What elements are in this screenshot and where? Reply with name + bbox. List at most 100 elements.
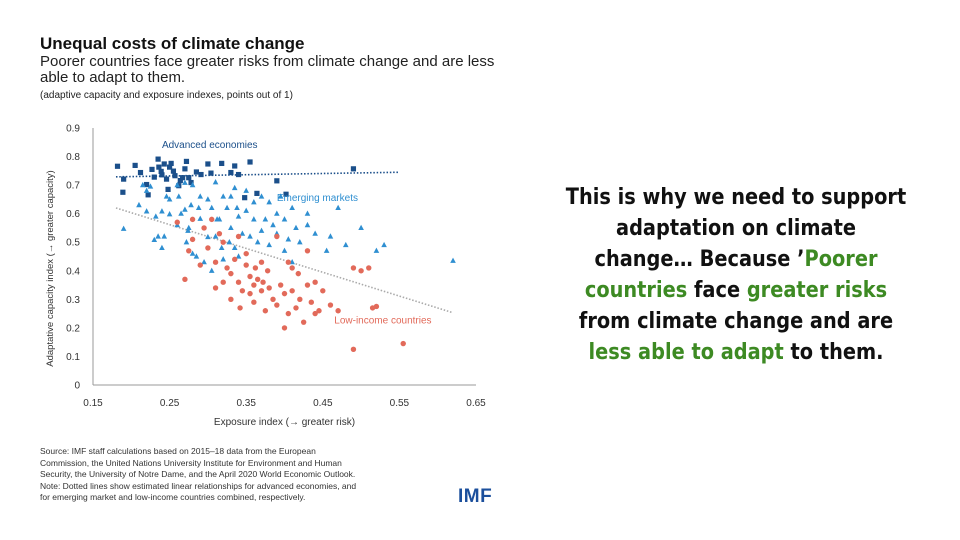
series-label-low-income: Low-income countries xyxy=(334,316,431,327)
low-income-point xyxy=(289,265,295,271)
emerging-market-point xyxy=(258,193,265,199)
callout-part: face xyxy=(687,277,747,303)
advanced-economy-point xyxy=(283,191,289,197)
emerging-market-point xyxy=(258,227,265,233)
advanced-economy-point xyxy=(172,173,178,179)
emerging-market-point xyxy=(293,224,299,231)
low-income-point xyxy=(266,285,272,291)
advanced-economy-point xyxy=(156,164,162,170)
low-income-point xyxy=(205,245,211,251)
low-income-point xyxy=(350,346,357,353)
advanced-economy-point xyxy=(193,169,200,175)
emerging-market-point xyxy=(166,211,173,217)
low-income-point xyxy=(220,239,226,245)
emerging-market-point xyxy=(304,221,311,228)
emerging-market-point xyxy=(304,210,311,216)
y-tick-label: 0.9 xyxy=(66,124,80,135)
source-line: Security, the University of Notre Dame, … xyxy=(40,469,356,479)
emerging-market-point xyxy=(450,257,456,263)
emerging-market-point xyxy=(212,179,219,185)
advanced-economy-point xyxy=(177,177,183,184)
series-label-advanced: Advanced economies xyxy=(162,140,258,151)
low-income-point xyxy=(258,259,265,265)
emerging-market-point xyxy=(136,201,142,208)
emerging-market-point xyxy=(174,181,181,188)
low-income-point xyxy=(247,290,253,297)
emerging-market-point xyxy=(234,204,240,211)
emerging-market-point xyxy=(289,204,295,211)
emerging-market-point xyxy=(159,208,165,214)
x-tick-label: 0.25 xyxy=(160,398,180,409)
low-income-point xyxy=(212,259,219,265)
emerging-market-point xyxy=(243,207,249,213)
x-tick-label: 0.65 xyxy=(466,398,486,409)
emerging-market-point xyxy=(188,201,194,208)
emerging-market-point xyxy=(161,233,168,239)
emerging-market-point xyxy=(247,233,253,239)
emerging-market-point xyxy=(143,187,150,193)
low-income-point xyxy=(281,325,288,331)
low-income-point xyxy=(335,308,341,314)
advanced-economy-point xyxy=(159,172,165,178)
y-tick-label: 0 xyxy=(74,381,80,392)
emerging-market-point xyxy=(277,193,284,199)
emerging-market-point xyxy=(239,230,246,236)
emerging-market-point xyxy=(270,221,276,228)
emerging-market-point xyxy=(205,196,211,202)
low-income-point xyxy=(274,302,280,308)
advanced-economy-point xyxy=(205,161,211,167)
emerging-market-point xyxy=(266,199,272,205)
low-income-point xyxy=(366,265,372,271)
y-tick-label: 0.1 xyxy=(66,352,80,363)
emerging-market-point xyxy=(195,204,202,211)
chart-title: Unequal costs of climate change xyxy=(40,34,305,53)
emerging-market-point xyxy=(297,239,303,245)
emerging-market-point xyxy=(197,215,204,221)
chart-units-note: (adaptive capacity and exposure indexes,… xyxy=(40,90,293,101)
advanced-economy-point xyxy=(137,169,144,176)
emerging-market-point xyxy=(243,187,249,193)
low-income-point xyxy=(312,310,318,317)
low-income-point xyxy=(251,282,257,288)
advanced-economy-point xyxy=(132,162,138,169)
scatter-chart: 0 0.1 0.2 0.3 0.4 0.5 0.6 0.7 0.8 0.9 0.15 0.25 0.35… xyxy=(45,124,486,429)
advanced-economy-point xyxy=(180,175,186,181)
low-income-point xyxy=(201,225,207,231)
y-tick-label: 0.3 xyxy=(66,295,80,306)
emerging-market-point xyxy=(224,204,230,211)
low-income-point xyxy=(182,276,188,283)
advanced-economy-point xyxy=(144,181,150,188)
low-income-point xyxy=(262,308,269,314)
advanced-economy-point xyxy=(242,195,248,201)
emerging-market-point xyxy=(139,181,146,188)
emerging-market-point xyxy=(285,236,292,242)
low-income-point xyxy=(285,259,292,265)
advanced-economy-point xyxy=(158,168,164,175)
advanced-economy-point xyxy=(170,168,177,174)
emerging-market-point xyxy=(185,227,191,233)
emerging-market-point xyxy=(335,204,341,211)
emerging-market-point xyxy=(228,193,234,199)
y-tick-label: 0.4 xyxy=(66,266,80,277)
low-income-point xyxy=(350,265,357,271)
emerging-market-point xyxy=(358,224,364,231)
advanced-economy-point xyxy=(168,160,174,167)
low-income-point xyxy=(297,296,303,303)
emerging-market-point xyxy=(175,193,182,199)
emerging-market-point xyxy=(381,241,387,248)
advanced-economy-point xyxy=(208,170,214,176)
advanced-economy-point xyxy=(247,159,253,165)
advanced-economy-point xyxy=(183,158,190,165)
emerging-market-point xyxy=(231,184,238,191)
emerging-market-point xyxy=(193,253,200,259)
low-income-point xyxy=(289,288,295,294)
low-income-point xyxy=(197,262,203,268)
advanced-economy-point xyxy=(165,186,171,192)
advanced-economy-point xyxy=(219,160,225,167)
low-income-point xyxy=(228,296,234,303)
low-income-point xyxy=(216,230,223,237)
low-income-point xyxy=(209,216,215,223)
low-income-point xyxy=(400,340,406,347)
low-income-point xyxy=(270,296,276,303)
advanced-economy-point xyxy=(254,190,260,196)
